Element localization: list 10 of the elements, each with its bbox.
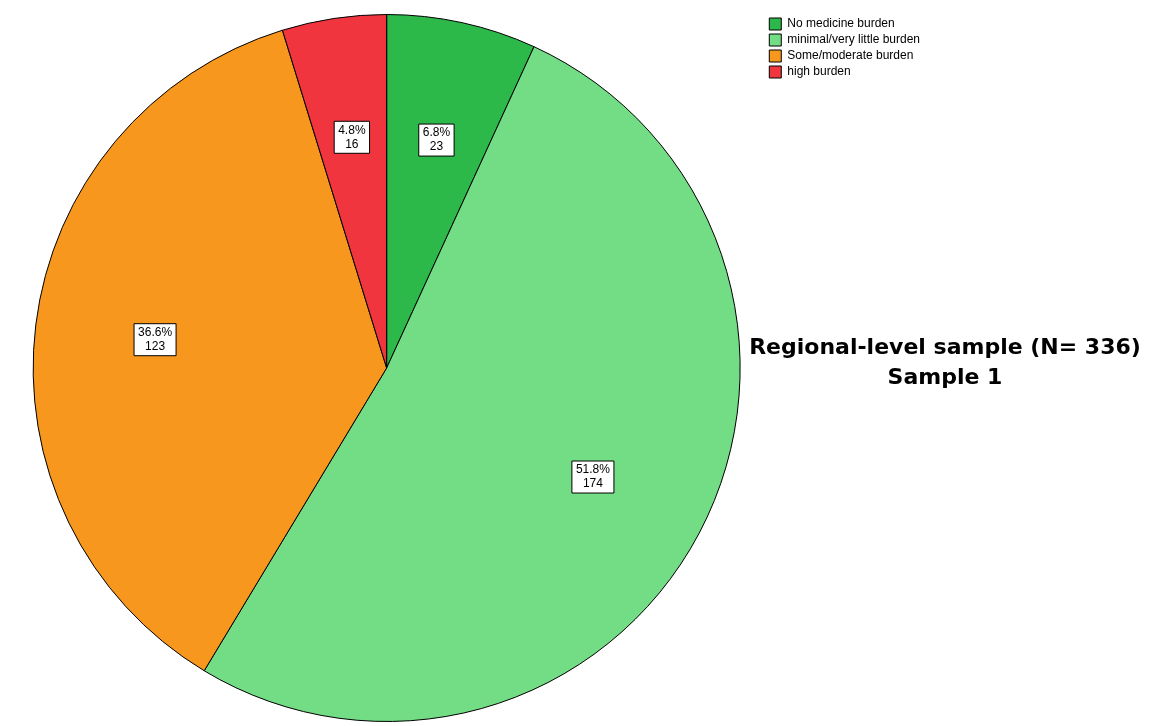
- data-label: 51.8% 174: [575, 462, 611, 491]
- legend-label: minimal/very little burden: [787, 32, 920, 47]
- text: Regional-level sample (N= 336): [748, 333, 1142, 361]
- text: Sample 1: [886, 363, 1004, 391]
- data-label: 6.8% 23: [422, 125, 451, 154]
- legend-label: Some/moderate burden: [787, 48, 914, 63]
- legend-label: No medicine burden: [787, 16, 895, 31]
- data-label: 4.8% 16: [338, 122, 366, 151]
- legend-label: high burden: [787, 64, 851, 79]
- data-label: 36.6% 123: [138, 325, 173, 354]
